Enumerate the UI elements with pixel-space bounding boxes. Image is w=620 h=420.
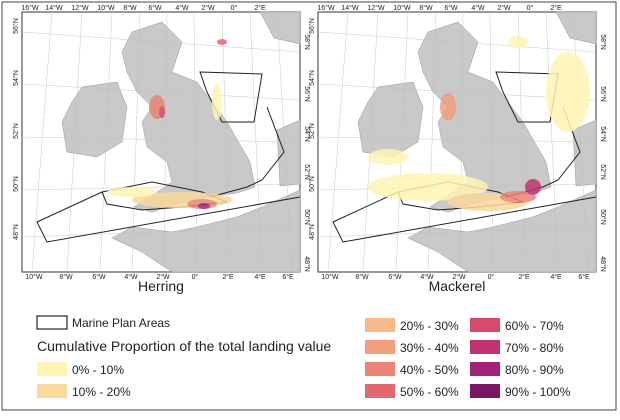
panel-title: Mackerel — [429, 278, 486, 294]
graticule-label: 4°W — [420, 273, 434, 281]
boundary-swatch — [36, 315, 68, 330]
graticule-label: 50°N — [308, 176, 316, 192]
graticule-label: 50°N — [303, 209, 311, 225]
panel-title: Herring — [138, 278, 184, 294]
graticule-label: 0° — [488, 273, 495, 281]
graticule-label: 2°W — [497, 4, 511, 12]
graticule-label: 48°N — [308, 224, 316, 240]
graticule-label: 0° — [231, 4, 238, 12]
graticule-label: 56°N — [303, 86, 311, 102]
graticule-label: 56°N — [599, 86, 607, 102]
legend-swatch — [365, 384, 395, 398]
graticule-label: 0° — [192, 273, 199, 281]
graticule-label: 50°N — [12, 176, 20, 192]
legend-swatch — [470, 318, 500, 332]
legend-swatch — [365, 318, 395, 332]
graticule-label: 4°E — [254, 273, 266, 281]
graticule-label: 14°W — [45, 4, 63, 12]
graticule-label: 2°W — [452, 273, 466, 281]
graticule-label: 2°W — [156, 273, 170, 281]
graticule-label: 8°W — [59, 273, 73, 281]
graticule-label: 6°W — [444, 4, 458, 12]
graticule-label: 2°E — [518, 273, 530, 281]
graticule-label: 16°W — [21, 4, 39, 12]
boundary-label: Marine Plan Areas — [72, 316, 170, 330]
legend-label: 20% - 30% — [400, 319, 459, 333]
graticule-label: 10°W — [321, 273, 339, 281]
graticule-label: 8°W — [419, 4, 433, 12]
graticule-label: 2°W — [201, 4, 215, 12]
graticule-label: 12°W — [71, 4, 89, 12]
graticule-label: 8°W — [355, 273, 369, 281]
legend-swatch — [470, 384, 500, 398]
frame — [1, 1, 617, 411]
graticule-label: 8°W — [123, 4, 137, 12]
graticule-label: 56°N — [12, 18, 20, 34]
legend-label: 0% - 10% — [72, 363, 124, 377]
graticule-label: 4°W — [175, 4, 189, 12]
graticule-label: 2°E — [550, 4, 562, 12]
legend-swatch — [470, 340, 500, 354]
legend-label: 40% - 50% — [400, 363, 459, 377]
graticule-label: 2°E — [222, 273, 234, 281]
graticule-label: 48°N — [12, 224, 20, 240]
graticule-label: 6°W — [92, 273, 106, 281]
legend-label: 60% - 70% — [505, 319, 564, 333]
graticule-label: 52°N — [303, 164, 311, 180]
legend-swatch — [365, 362, 395, 376]
legend-heading: Cumulative Proportion of the total landi… — [37, 338, 331, 354]
graticule-label: 16°W — [317, 4, 335, 12]
graticule-label: 54°N — [308, 70, 316, 86]
graticule-label: 10°W — [97, 4, 115, 12]
graticule-label: 6°E — [578, 273, 590, 281]
graticule-label: 48°N — [599, 256, 607, 272]
graticule-label: 52°N — [308, 123, 316, 139]
graticule-label: 0° — [527, 4, 534, 12]
map-mackerel — [317, 11, 597, 273]
legend-swatch — [37, 362, 67, 376]
graticule-label: 4°W — [471, 4, 485, 12]
map-herring — [21, 11, 301, 273]
graticule-label: 54°N — [303, 126, 311, 142]
graticule-label: 12°W — [367, 4, 385, 12]
graticule-label: 58°N — [303, 34, 311, 50]
graticule-label: 58°N — [599, 34, 607, 50]
graticule-label: 52°N — [599, 164, 607, 180]
graticule-label: 50°N — [599, 209, 607, 225]
legend-label: 10% - 20% — [72, 385, 131, 399]
graticule-label: 6°W — [388, 273, 402, 281]
legend-label: 80% - 90% — [505, 363, 564, 377]
legend-swatch — [470, 362, 500, 376]
graticule-label: 4°E — [550, 273, 562, 281]
graticule-label: 10°W — [25, 273, 43, 281]
graticule-label: 52°N — [12, 123, 20, 139]
graticule-label: 54°N — [599, 126, 607, 142]
graticule-label: 54°N — [12, 70, 20, 86]
legend-label: 90% - 100% — [505, 385, 571, 399]
legend-label: 70% - 80% — [505, 341, 564, 355]
graticule-label: 48°N — [303, 256, 311, 272]
graticule-label: 4°W — [124, 273, 138, 281]
legend-label: 30% - 40% — [400, 341, 459, 355]
graticule-label: 10°W — [393, 4, 411, 12]
legend-swatch — [37, 384, 67, 398]
legend-label: 50% - 60% — [400, 385, 459, 399]
graticule-label: 2°E — [254, 4, 266, 12]
graticule-label: 14°W — [341, 4, 359, 12]
graticule-label: 6°W — [148, 4, 162, 12]
legend-swatch — [365, 340, 395, 354]
graticule-label: 56°N — [308, 18, 316, 34]
graticule-label: 6°E — [282, 273, 294, 281]
